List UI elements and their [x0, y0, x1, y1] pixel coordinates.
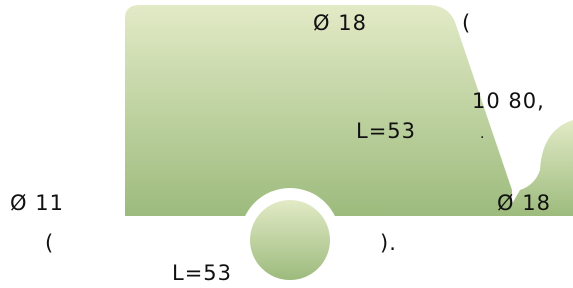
page: Ø 18 ( 10 80, L=53 . Ø 11 Ø 18 ( ). L=53… [0, 0, 573, 288]
label: L=53 [172, 261, 232, 285]
van-shape [125, 5, 573, 288]
label: ( [45, 231, 54, 255]
label: Ø 18 [313, 11, 367, 35]
label: ( [462, 11, 471, 35]
illustration: Ø 18 ( 10 80, L=53 . Ø 11 Ø 18 ( ). L=53 [0, 0, 573, 288]
label: L=53 [356, 119, 416, 143]
label: 10 80, [472, 89, 545, 113]
label: . [480, 126, 485, 142]
label: Ø 11 [10, 191, 64, 215]
label: Ø 18 [497, 191, 551, 215]
label: ). [380, 231, 397, 255]
